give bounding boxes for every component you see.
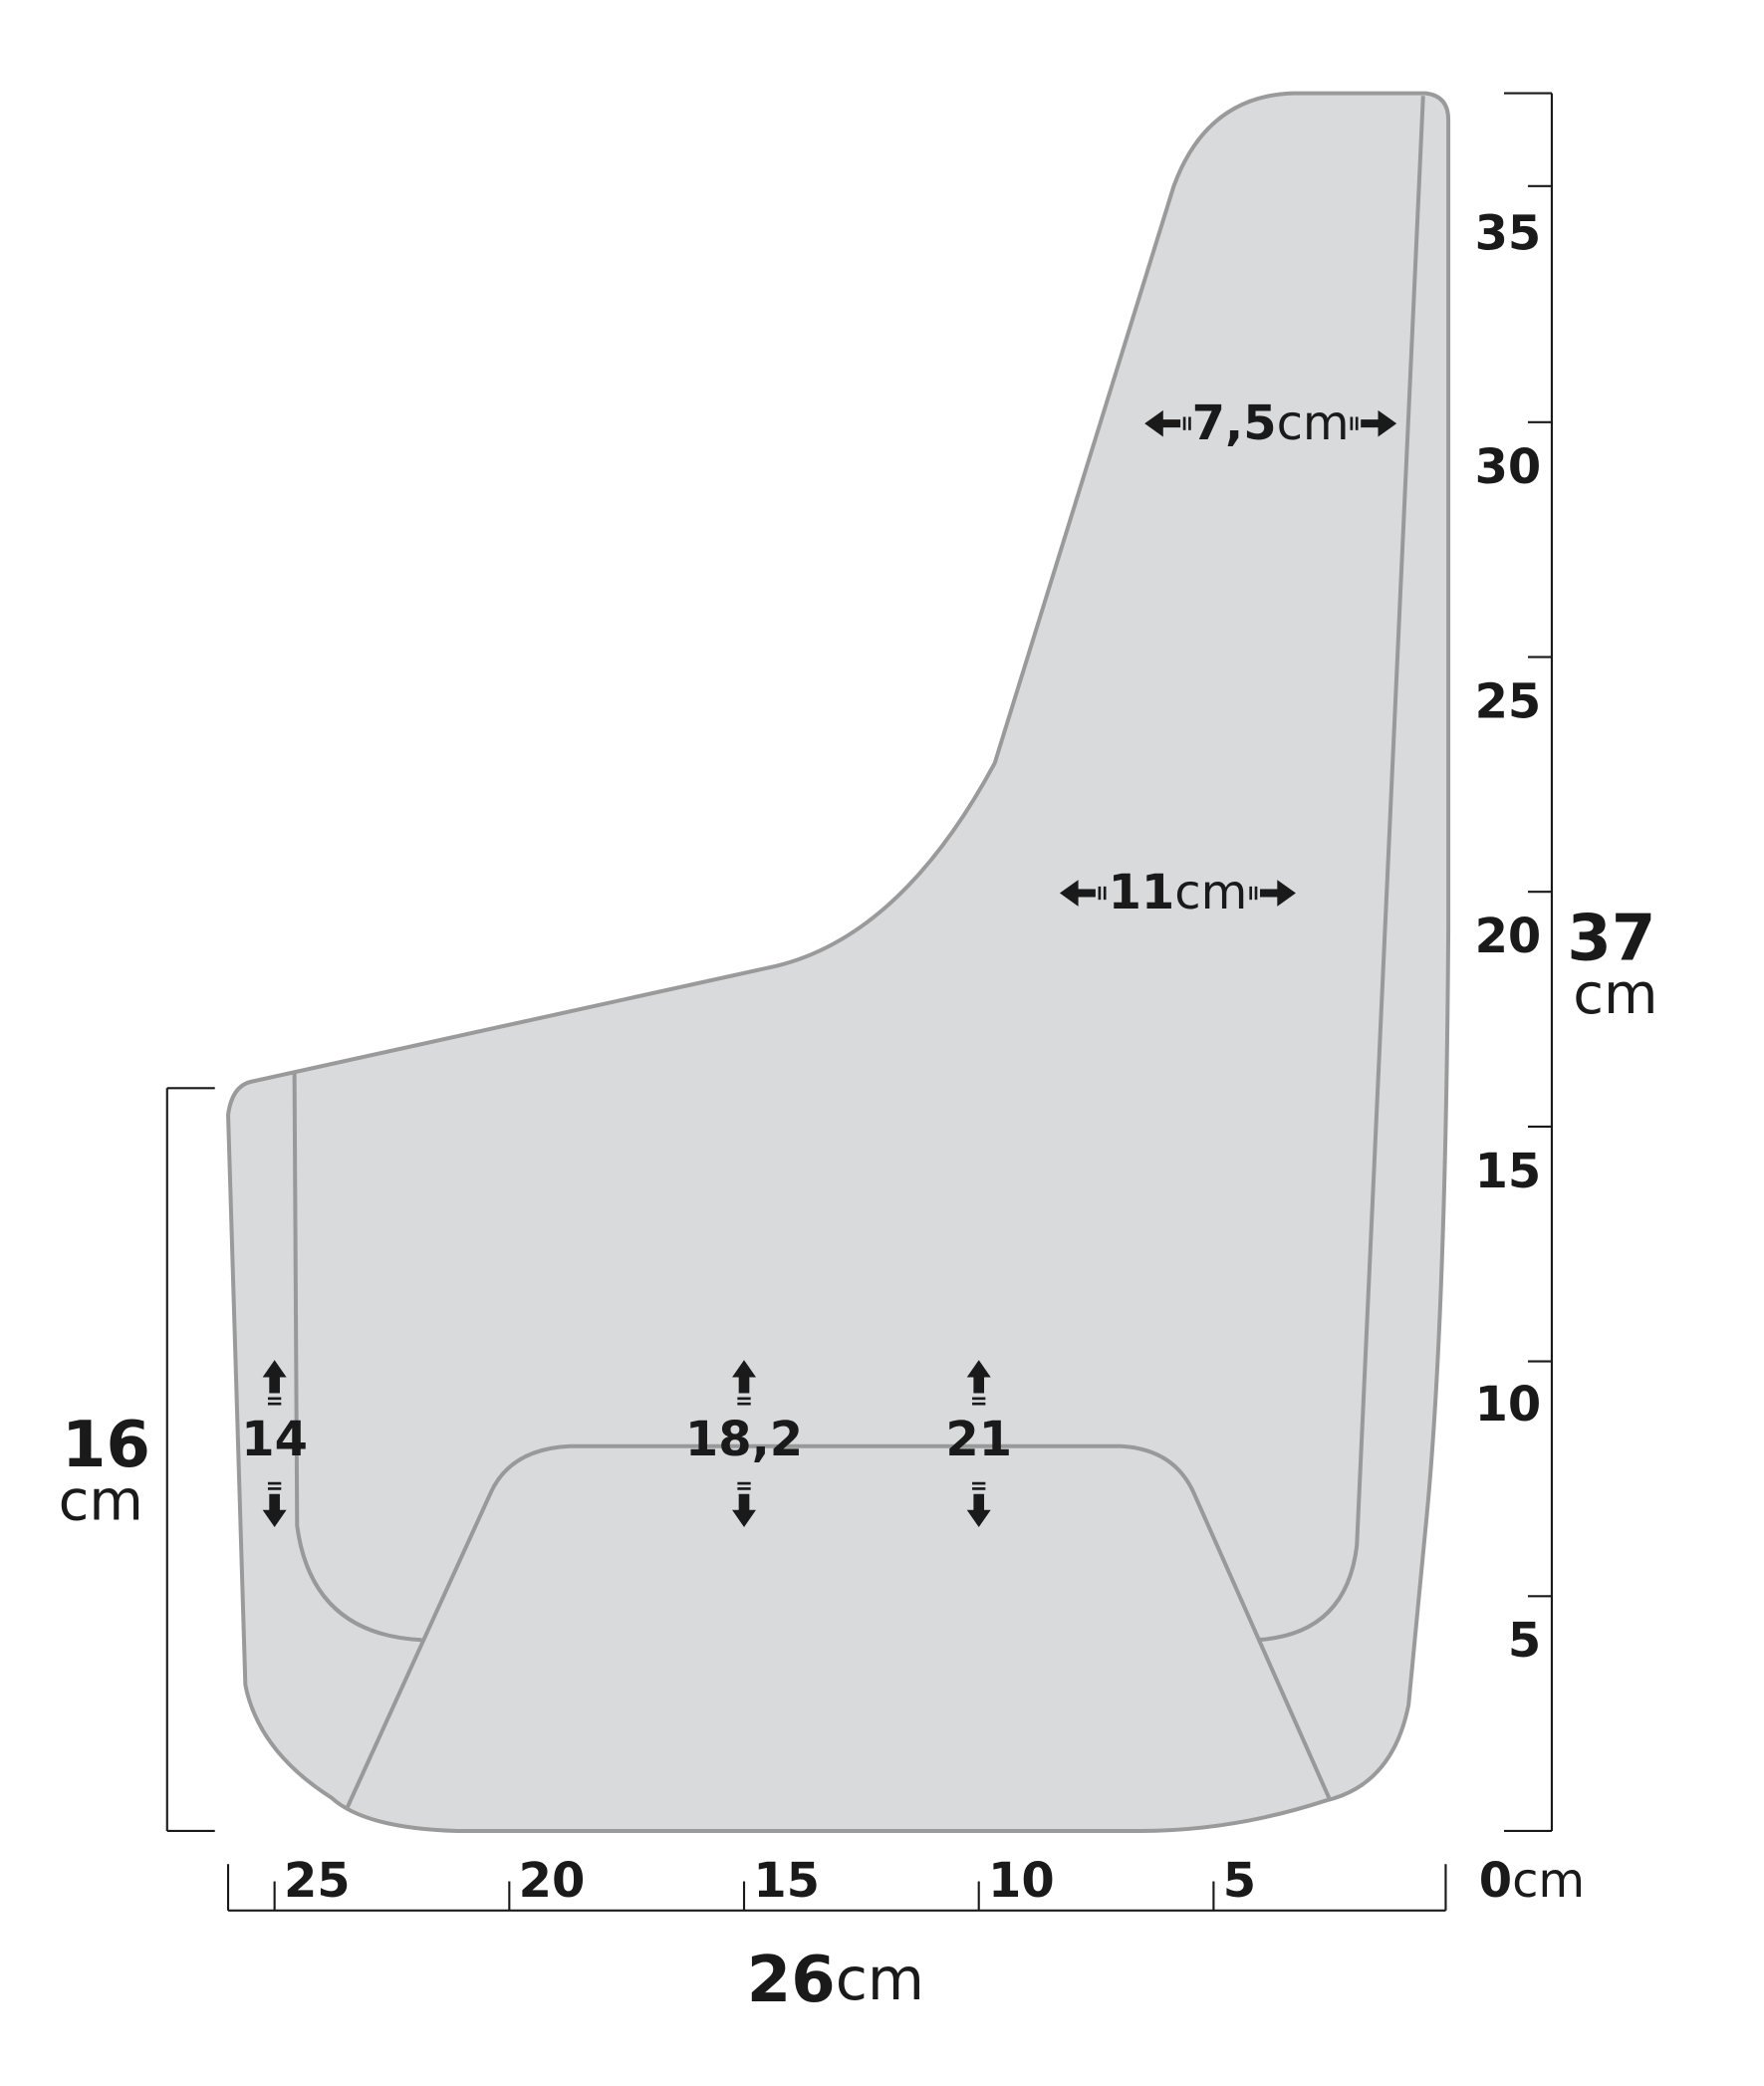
ruler-label: 5 [1223, 1854, 1256, 1909]
trapezoid [346, 1443, 1332, 1808]
right-ruler: 35 30 25 20 15 10 5 [1475, 92, 1554, 1833]
zero-unit: cm [1512, 1854, 1585, 1909]
ruler-label: 15 [753, 1854, 820, 1909]
ruler-label: 10 [1475, 1378, 1542, 1433]
width-value: 7,5 [1192, 396, 1277, 451]
ruler-label: 25 [284, 1854, 351, 1909]
inner-left-edge [292, 1072, 422, 1643]
height-label: 21 [945, 1413, 1012, 1467]
ruler-label: 25 [1475, 674, 1542, 729]
ruler-label: 30 [1475, 440, 1542, 495]
left-height-value: 16 [62, 1409, 150, 1482]
left-bracket [165, 1087, 215, 1833]
left-height-unit: cm [59, 1469, 143, 1534]
height-arrows [262, 1360, 991, 1528]
ruler-label: 35 [1475, 206, 1542, 261]
inner-right-edge [1257, 96, 1425, 1643]
total-width-value: 26 [747, 1944, 836, 2017]
width-value: 11 [1109, 866, 1175, 920]
width-arrow [1059, 880, 1296, 907]
width-label: 7,5cm [1192, 396, 1350, 451]
width-unit: cm [1174, 866, 1247, 920]
zero-label: 0cm [1479, 1854, 1585, 1909]
total-width-unit: cm [836, 1946, 924, 2013]
ruler-label: 10 [988, 1854, 1055, 1909]
height-label: 18,2 [685, 1413, 803, 1467]
total-height-unit: cm [1573, 962, 1657, 1027]
ruler-label: 5 [1508, 1614, 1541, 1669]
ruler-label: 20 [519, 1854, 586, 1909]
bottom-ruler: 25 20 15 10 5 0cm [226, 1854, 1585, 1912]
total-height-value: 37 [1567, 902, 1655, 975]
flap-outline [226, 91, 1451, 1833]
ruler-label: 15 [1475, 1145, 1542, 1199]
ruler-label: 20 [1475, 910, 1542, 964]
width-label: 11cm [1109, 866, 1248, 920]
zero-value: 0 [1479, 1854, 1512, 1909]
height-label: 14 [241, 1413, 308, 1467]
width-arrow [1144, 409, 1397, 437]
width-unit: cm [1277, 396, 1350, 451]
total-width: 26cm [747, 1944, 924, 2017]
